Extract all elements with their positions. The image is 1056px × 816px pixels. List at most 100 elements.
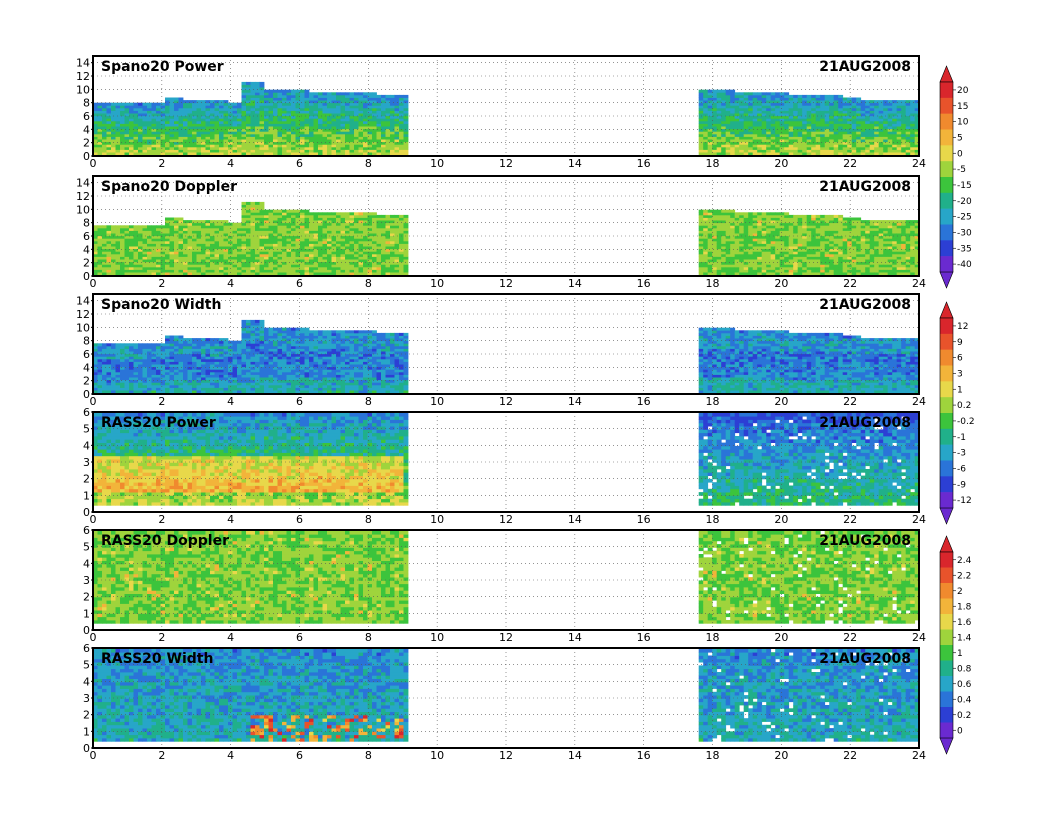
x-tick-label: 6 [296,395,303,408]
x-tick-label: 18 [706,395,720,408]
x-tick-label: 14 [568,157,582,170]
colorbar-label: 10 [957,118,969,128]
y-tick-label: 8 [83,97,90,110]
colorbar-label: 0.2 [957,711,971,721]
x-tick-label: 8 [365,395,372,408]
colorbar-swatch [940,192,953,209]
colorbar-label: 15 [957,102,968,112]
y-tick-label: 4 [83,123,90,136]
panel-title: RASS20 Power [101,415,216,431]
panel-frame [92,293,920,395]
x-tick-label: 6 [296,513,303,526]
colorbar-label: 9 [957,338,963,348]
x-tick-label: 2 [158,277,165,290]
x-tick-label: 8 [365,277,372,290]
x-tick-label: 10 [430,749,444,762]
x-tick-label: 22 [843,277,857,290]
grid [93,648,919,748]
panel-date: 21AUG2008 [819,651,911,667]
grid [93,56,919,156]
x-tick-label: 2 [158,157,165,170]
x-tick-label: 10 [430,157,444,170]
y-tick-label: 3 [83,574,90,587]
panel-title: RASS20 Doppler [101,533,229,549]
x-tick-label: 2 [158,513,165,526]
colorbar-arrow-bottom [939,271,954,289]
colorbar-swatch [940,676,953,692]
colorbar-label: -6 [957,464,966,474]
colorbar-swatch [940,82,953,99]
colorbar-label: 0.4 [957,695,972,705]
y-tick-label: 2 [83,591,90,604]
colorbar-arrow-top [939,535,954,553]
colorbar-swatch [940,240,953,257]
x-tick-label: 16 [637,513,651,526]
x-tick-label: 10 [430,395,444,408]
colorbar-swatch [940,660,953,677]
x-tick-label: 14 [568,749,582,762]
colorbar-label: -12 [957,496,972,506]
x-tick-label: 20 [774,395,788,408]
x-tick-label: 22 [843,395,857,408]
colorbar-label: 20 [957,86,969,96]
colorbar-arrow-bottom [939,507,954,525]
colorbar-label: -5 [957,165,966,175]
x-tick-label: 16 [637,749,651,762]
grid [93,294,919,394]
x-tick-label: 24 [912,157,926,170]
colorbar-swatch [940,177,953,194]
colorbar-label: 12 [957,322,968,332]
colorbar-swatch [940,707,953,723]
x-tick-label: 8 [365,749,372,762]
y-tick-label: 4 [83,675,90,688]
colorbar-swatch [940,444,953,461]
y-tick-label: 3 [83,692,90,705]
x-tick-label: 10 [430,631,444,644]
colorbar-label: -15 [957,181,972,191]
x-tick-label: 18 [706,749,720,762]
panel-date: 21AUG2008 [819,179,911,195]
y-tick-label: 5 [83,659,90,672]
colorbar-label: 2 [957,587,963,597]
y-tick-label: 2 [83,473,90,486]
panel-title: Spano20 Width [101,297,221,313]
y-tick-label: 2 [83,375,90,388]
colorbar-label: 1 [957,649,963,659]
y-tick-label: 10 [76,321,90,334]
colorbar-swatch [940,413,953,430]
x-tick-label: 14 [568,513,582,526]
x-tick-label: 24 [912,513,926,526]
y-tick-label: 0 [83,270,90,283]
colorbar-label: 2.4 [957,556,972,566]
y-tick-label: 0 [83,624,90,637]
x-tick-label: 20 [774,631,788,644]
colorbars: 20151050-5-15-20-25-30-35-401296310.2-0.… [939,65,975,755]
panel-date: 21AUG2008 [819,59,911,75]
heatmap-cells [93,530,920,624]
colorbar-arrow-top [939,301,954,319]
colorbar-label: 1.8 [957,602,972,612]
x-tick-label: 24 [912,631,926,644]
x-tick-label: 4 [227,631,234,644]
panel-title: Spano20 Doppler [101,179,237,195]
x-tick-label: 20 [774,749,788,762]
panel-date: 21AUG2008 [819,297,911,313]
x-tick-label: 4 [227,513,234,526]
colorbar-swatch [940,428,953,445]
x-tick-label: 12 [499,631,513,644]
colorbar-arrow-top [939,65,954,83]
y-tick-label: 14 [76,295,90,308]
x-tick-label: 0 [90,631,97,644]
y-tick-label: 3 [83,456,90,469]
y-tick-label: 14 [76,177,90,190]
heatmap-cells [93,81,920,156]
x-tick-label: 12 [499,749,513,762]
colorbar-swatch [940,645,953,661]
y-tick-label: 1 [83,489,90,502]
y-tick-label: 6 [83,230,90,243]
x-tick-label: 24 [912,395,926,408]
colorbar-swatch [940,492,953,509]
heatmap-cells [93,648,920,742]
